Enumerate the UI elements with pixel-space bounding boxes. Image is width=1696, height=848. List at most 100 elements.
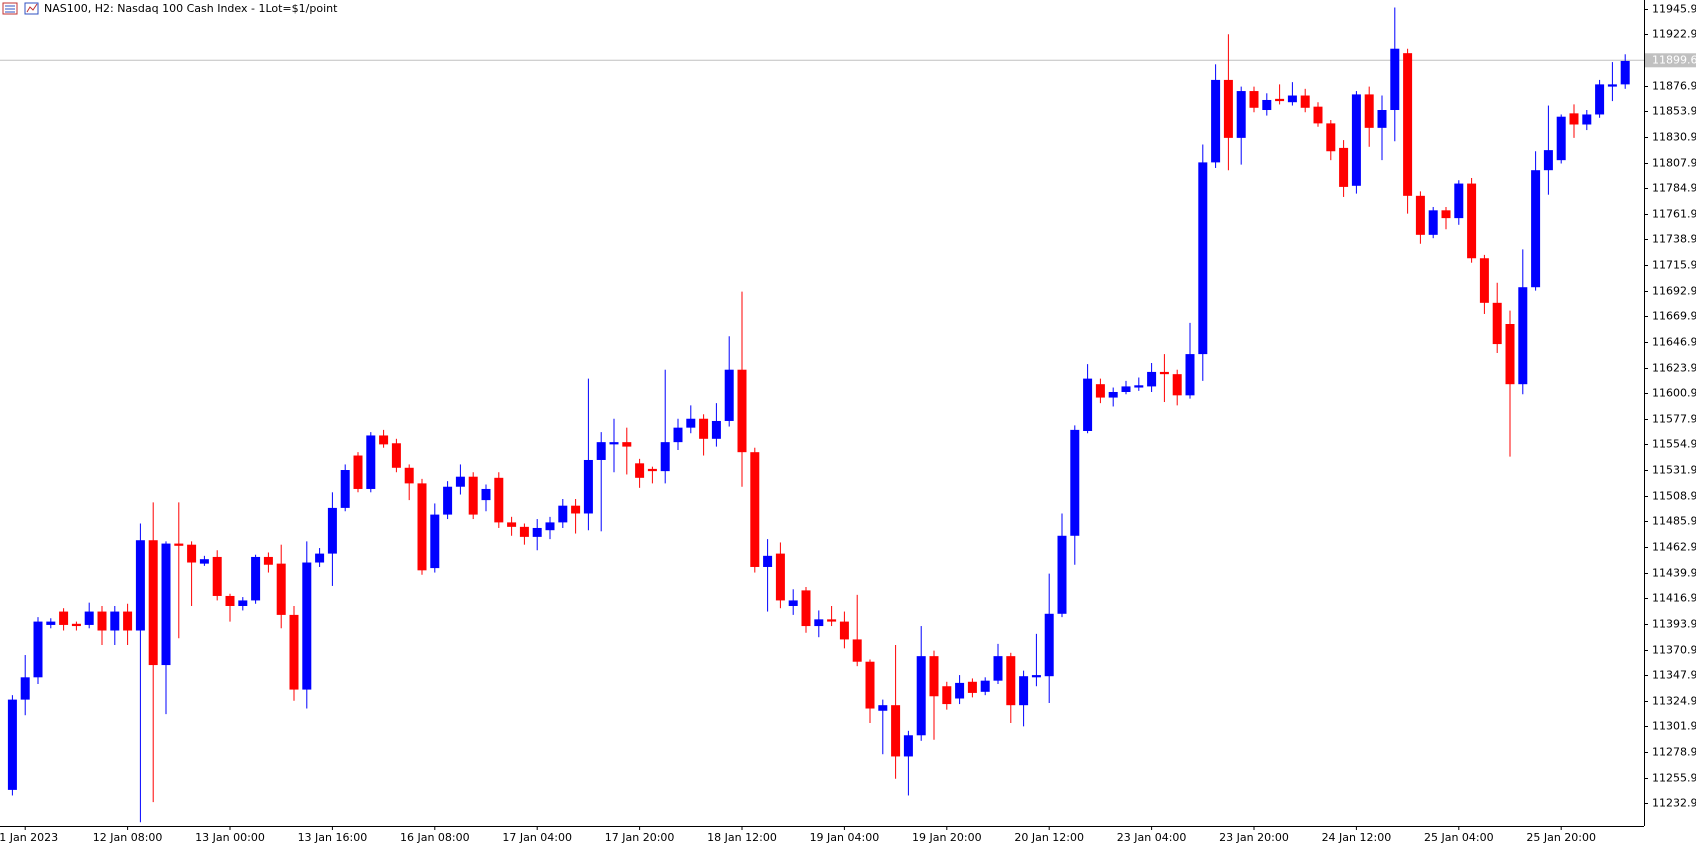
candle-body — [1467, 183, 1477, 259]
candle-body — [596, 442, 606, 460]
candle-body — [507, 522, 517, 527]
candle-body — [1287, 95, 1297, 103]
candle-body — [942, 686, 952, 705]
candle-body — [1403, 53, 1413, 196]
candle-body — [404, 467, 414, 484]
candle-body — [1006, 656, 1016, 706]
chart-title: NAS100, H2: Nasdaq 100 Cash Index - 1Lot… — [44, 2, 338, 15]
y-tick-label: 11485.9 — [1652, 515, 1696, 528]
candle-body — [775, 553, 785, 601]
candle-body — [353, 455, 363, 489]
candle-body — [1415, 195, 1425, 235]
y-tick-label: 11945.9 — [1652, 3, 1696, 16]
y-tick-label: 11853.9 — [1652, 105, 1696, 118]
candle-body — [20, 677, 30, 700]
x-tick-label: 17 Jan 20:00 — [605, 831, 675, 844]
candle-body — [827, 619, 837, 622]
candle-body — [391, 443, 401, 468]
candle-body — [724, 369, 734, 421]
x-tick-label: 19 Jan 04:00 — [810, 831, 880, 844]
candle-body — [737, 369, 747, 453]
candle-body — [878, 705, 888, 711]
candle-body — [468, 476, 478, 515]
candle-body — [1083, 378, 1093, 432]
candle-body — [1147, 371, 1157, 387]
candle-body — [1236, 91, 1246, 138]
y-tick-label: 11784.9 — [1652, 182, 1696, 195]
candle-body — [97, 611, 107, 631]
candle-body — [1070, 429, 1080, 536]
candle-body — [7, 699, 17, 790]
candle-body — [1211, 79, 1221, 163]
candle-body — [1172, 374, 1182, 396]
candle-body — [852, 639, 862, 662]
candle-body — [571, 505, 581, 514]
candle-body — [916, 656, 926, 736]
y-tick-label: 11922.9 — [1652, 28, 1696, 41]
candle-body — [1351, 94, 1361, 186]
candles — [7, 7, 1630, 823]
candle-body — [788, 600, 798, 606]
candle-body — [1441, 210, 1451, 219]
candle-body — [110, 611, 120, 631]
candle-body — [1390, 48, 1400, 111]
candle-body — [1492, 302, 1502, 345]
y-tick-label: 11554.9 — [1652, 438, 1696, 451]
candle-body — [903, 735, 913, 757]
candle-body — [289, 614, 299, 690]
candle-body — [1518, 287, 1528, 385]
candle-body — [276, 563, 286, 615]
candle-body — [327, 507, 337, 554]
candle-body — [1223, 79, 1233, 138]
candle-body — [135, 540, 145, 631]
candle-body — [1326, 123, 1336, 152]
candle-body — [1569, 113, 1579, 125]
candle-body — [1595, 84, 1605, 115]
candle-body — [33, 621, 43, 678]
candle-body — [1313, 106, 1323, 124]
x-tick-label: 12 Jan 08:00 — [93, 831, 163, 844]
candle-body — [532, 527, 542, 537]
candle-body — [635, 463, 645, 478]
candle-body — [161, 543, 171, 666]
header-icons — [2, 2, 39, 15]
x-tick-label: 25 Jan 20:00 — [1526, 831, 1596, 844]
y-tick-label: 11600.9 — [1652, 387, 1696, 400]
candle-body — [980, 680, 990, 692]
x-tick-label: 24 Jan 12:00 — [1322, 831, 1392, 844]
x-tick-label: 19 Jan 20:00 — [912, 831, 982, 844]
candle-body — [1044, 613, 1054, 677]
x-tick-label: 23 Jan 20:00 — [1219, 831, 1289, 844]
y-tick-label: 11232.9 — [1652, 797, 1696, 810]
candle-body — [660, 442, 670, 472]
y-tick-label: 11508.9 — [1652, 490, 1696, 503]
y-tick-label: 11416.9 — [1652, 592, 1696, 605]
candle-body — [865, 661, 875, 709]
candle-body — [212, 556, 222, 596]
x-tick-label: 20 Jan 12:00 — [1014, 831, 1084, 844]
candle-body — [366, 435, 376, 489]
candle-body — [84, 611, 94, 625]
current-price-label: 11899.6 — [1652, 53, 1696, 66]
candle-body — [801, 590, 811, 627]
x-tick-label: 11 Jan 2023 — [0, 831, 58, 844]
candle-body — [46, 621, 56, 625]
candle-body — [225, 595, 235, 606]
candle-body — [1620, 60, 1630, 85]
y-tick-label: 11761.9 — [1652, 208, 1696, 221]
y-tick-label: 11715.9 — [1652, 259, 1696, 272]
candle-body — [430, 514, 440, 569]
y-tick-label: 11646.9 — [1652, 336, 1696, 349]
candle-body — [711, 420, 721, 439]
candle-body — [481, 488, 491, 501]
y-tick-label: 11669.9 — [1652, 310, 1696, 323]
candle-body — [187, 544, 197, 563]
candle-body — [238, 600, 248, 606]
y-tick-label: 11531.9 — [1652, 464, 1696, 477]
x-tick-label: 17 Jan 04:00 — [502, 831, 572, 844]
candle-body — [443, 486, 453, 515]
candle-body — [340, 470, 350, 508]
candle-body — [955, 682, 965, 699]
